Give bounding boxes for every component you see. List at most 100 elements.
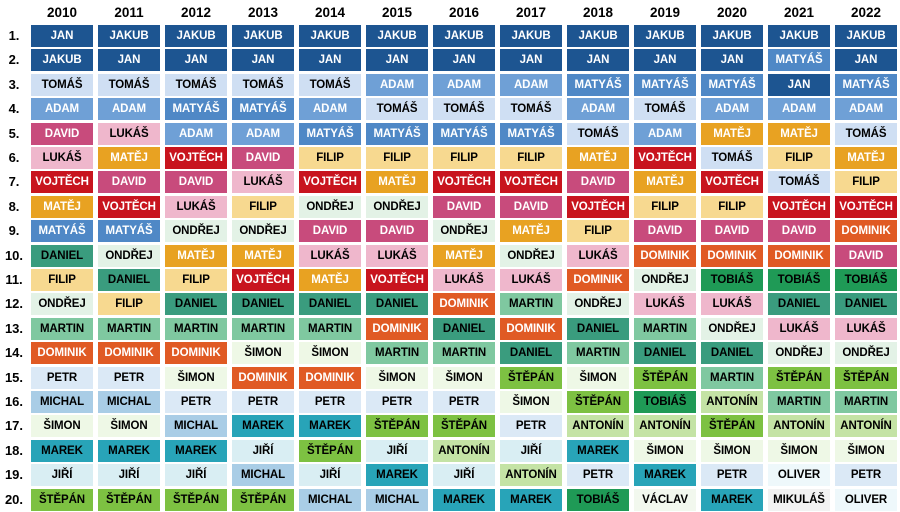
name-cell: JIŘÍ [500,439,562,462]
name-cell: ŠTĚPÁN [500,366,562,389]
name-cell: OLIVER [768,464,830,487]
name-cell: MATĚJ [634,171,696,194]
name-cell: JAN [567,49,629,72]
name-cell: MATĚJ [299,269,361,291]
name-cell: MICHAL [98,391,160,413]
name-cell: VOJTĚCH [500,171,562,194]
name-cell: MARTIN [366,342,428,365]
name-cell: DAVID [165,171,227,194]
name-cell: MARTIN [500,293,562,316]
name-cell: FILIP [500,147,562,169]
name-cell: VOJTĚCH [299,171,361,194]
name-cell: PETR [701,464,763,487]
name-cell: VOJTĚCH [31,171,93,194]
name-cell: LUKÁŠ [366,244,428,267]
name-cell: TOMÁŠ [567,122,629,145]
name-cell: DANIEL [366,293,428,316]
name-cell: VOJTĚCH [98,195,160,218]
name-cell: DANIEL [232,293,294,316]
name-cell: MARTIN [299,317,361,340]
name-cell: LUKÁŠ [433,269,495,291]
name-cell: ONDŘEJ [701,317,763,340]
name-cell: DANIEL [768,293,830,316]
name-cell: OLIVER [835,488,897,511]
name-cell: FILIP [232,195,294,218]
name-cell: ONDŘEJ [232,220,294,243]
name-cell: ADAM [500,73,562,96]
name-cell: DAVID [299,220,361,243]
name-cell: MATĚJ [835,147,897,169]
rank-label: 12. [4,296,24,312]
name-cell: MATYÁŠ [634,73,696,96]
name-cell: ŠIMON [634,439,696,462]
name-cell: ŠIMON [768,439,830,462]
name-cell: TOMÁŠ [835,122,897,145]
name-cell: ŠTĚPÁN [299,439,361,462]
name-cell: TOMÁŠ [299,73,361,96]
name-cell: MATYÁŠ [98,220,160,243]
name-cell: ŠTĚPÁN [433,415,495,438]
name-cell: DOMINIK [835,220,897,243]
rank-label: 8. [8,198,20,214]
name-cell: DAVID [634,220,696,243]
name-cell: MICHAL [366,488,428,511]
rank-label: 14. [4,345,24,361]
name-cell: ANTONÍN [701,391,763,413]
rank-label: 13. [4,320,24,336]
name-cell: JIŘÍ [98,464,160,487]
name-cell: MICHAL [31,391,93,413]
name-cell: ŠIMON [500,391,562,413]
name-cell: DANIEL [433,317,495,340]
name-cell: ŠIMON [98,415,160,438]
year-header: 2010 [46,5,78,20]
name-cell: VOJTĚCH [366,269,428,291]
name-cell: DOMINIK [634,244,696,267]
name-cell: MARTIN [98,317,160,340]
year-header: 2012 [180,5,212,20]
name-cell: ADAM [98,98,160,121]
rank-label: 15. [4,369,24,385]
name-cell: JAKUB [701,25,763,47]
name-cell: MATĚJ [701,122,763,145]
name-cell: DANIEL [701,342,763,365]
name-cell: MAREK [433,488,495,511]
name-cell: DANIEL [835,293,897,316]
name-cell: ŠIMON [366,366,428,389]
rank-label: 2. [8,52,20,68]
name-cell: ONDŘEJ [433,220,495,243]
name-cell: DAVID [768,220,830,243]
name-cell: PETR [835,464,897,487]
rank-label: 1. [8,28,20,43]
name-cell: MAREK [500,488,562,511]
name-cell: DAVID [366,220,428,243]
name-cell: VOJTĚCH [165,147,227,169]
name-cell: FILIP [366,147,428,169]
name-cell: DOMINIK [768,244,830,267]
name-cell: ONDŘEJ [835,342,897,365]
name-cell: TOMÁŠ [232,73,294,96]
name-cell: MATĚJ [366,171,428,194]
name-cell: DOMINIK [31,342,93,365]
name-cell: MATĚJ [31,195,93,218]
name-cell: LUKÁŠ [31,147,93,169]
name-cell: MAREK [634,464,696,487]
name-cell: LUKÁŠ [98,122,160,145]
rank-label: 5. [8,125,20,141]
year-header: 2020 [716,5,748,20]
name-cell: VÁCLAV [634,488,696,511]
name-cell: PETR [31,366,93,389]
name-cell: ONDŘEJ [31,293,93,316]
year-header: 2021 [783,5,815,20]
name-cell: MATYÁŠ [165,98,227,121]
name-cell: DOMINIK [433,293,495,316]
name-cell: PETR [500,415,562,438]
rank-label: 17. [4,418,24,434]
name-cell: JAKUB [232,25,294,47]
name-cell: VOJTĚCH [567,195,629,218]
name-cell: ŠTĚPÁN [835,366,897,389]
name-cell: JAN [165,49,227,72]
name-cell: LUKÁŠ [768,317,830,340]
name-cell: PETR [433,391,495,413]
name-cell: MIKULÁŠ [768,488,830,511]
name-cell: MATYÁŠ [768,49,830,72]
